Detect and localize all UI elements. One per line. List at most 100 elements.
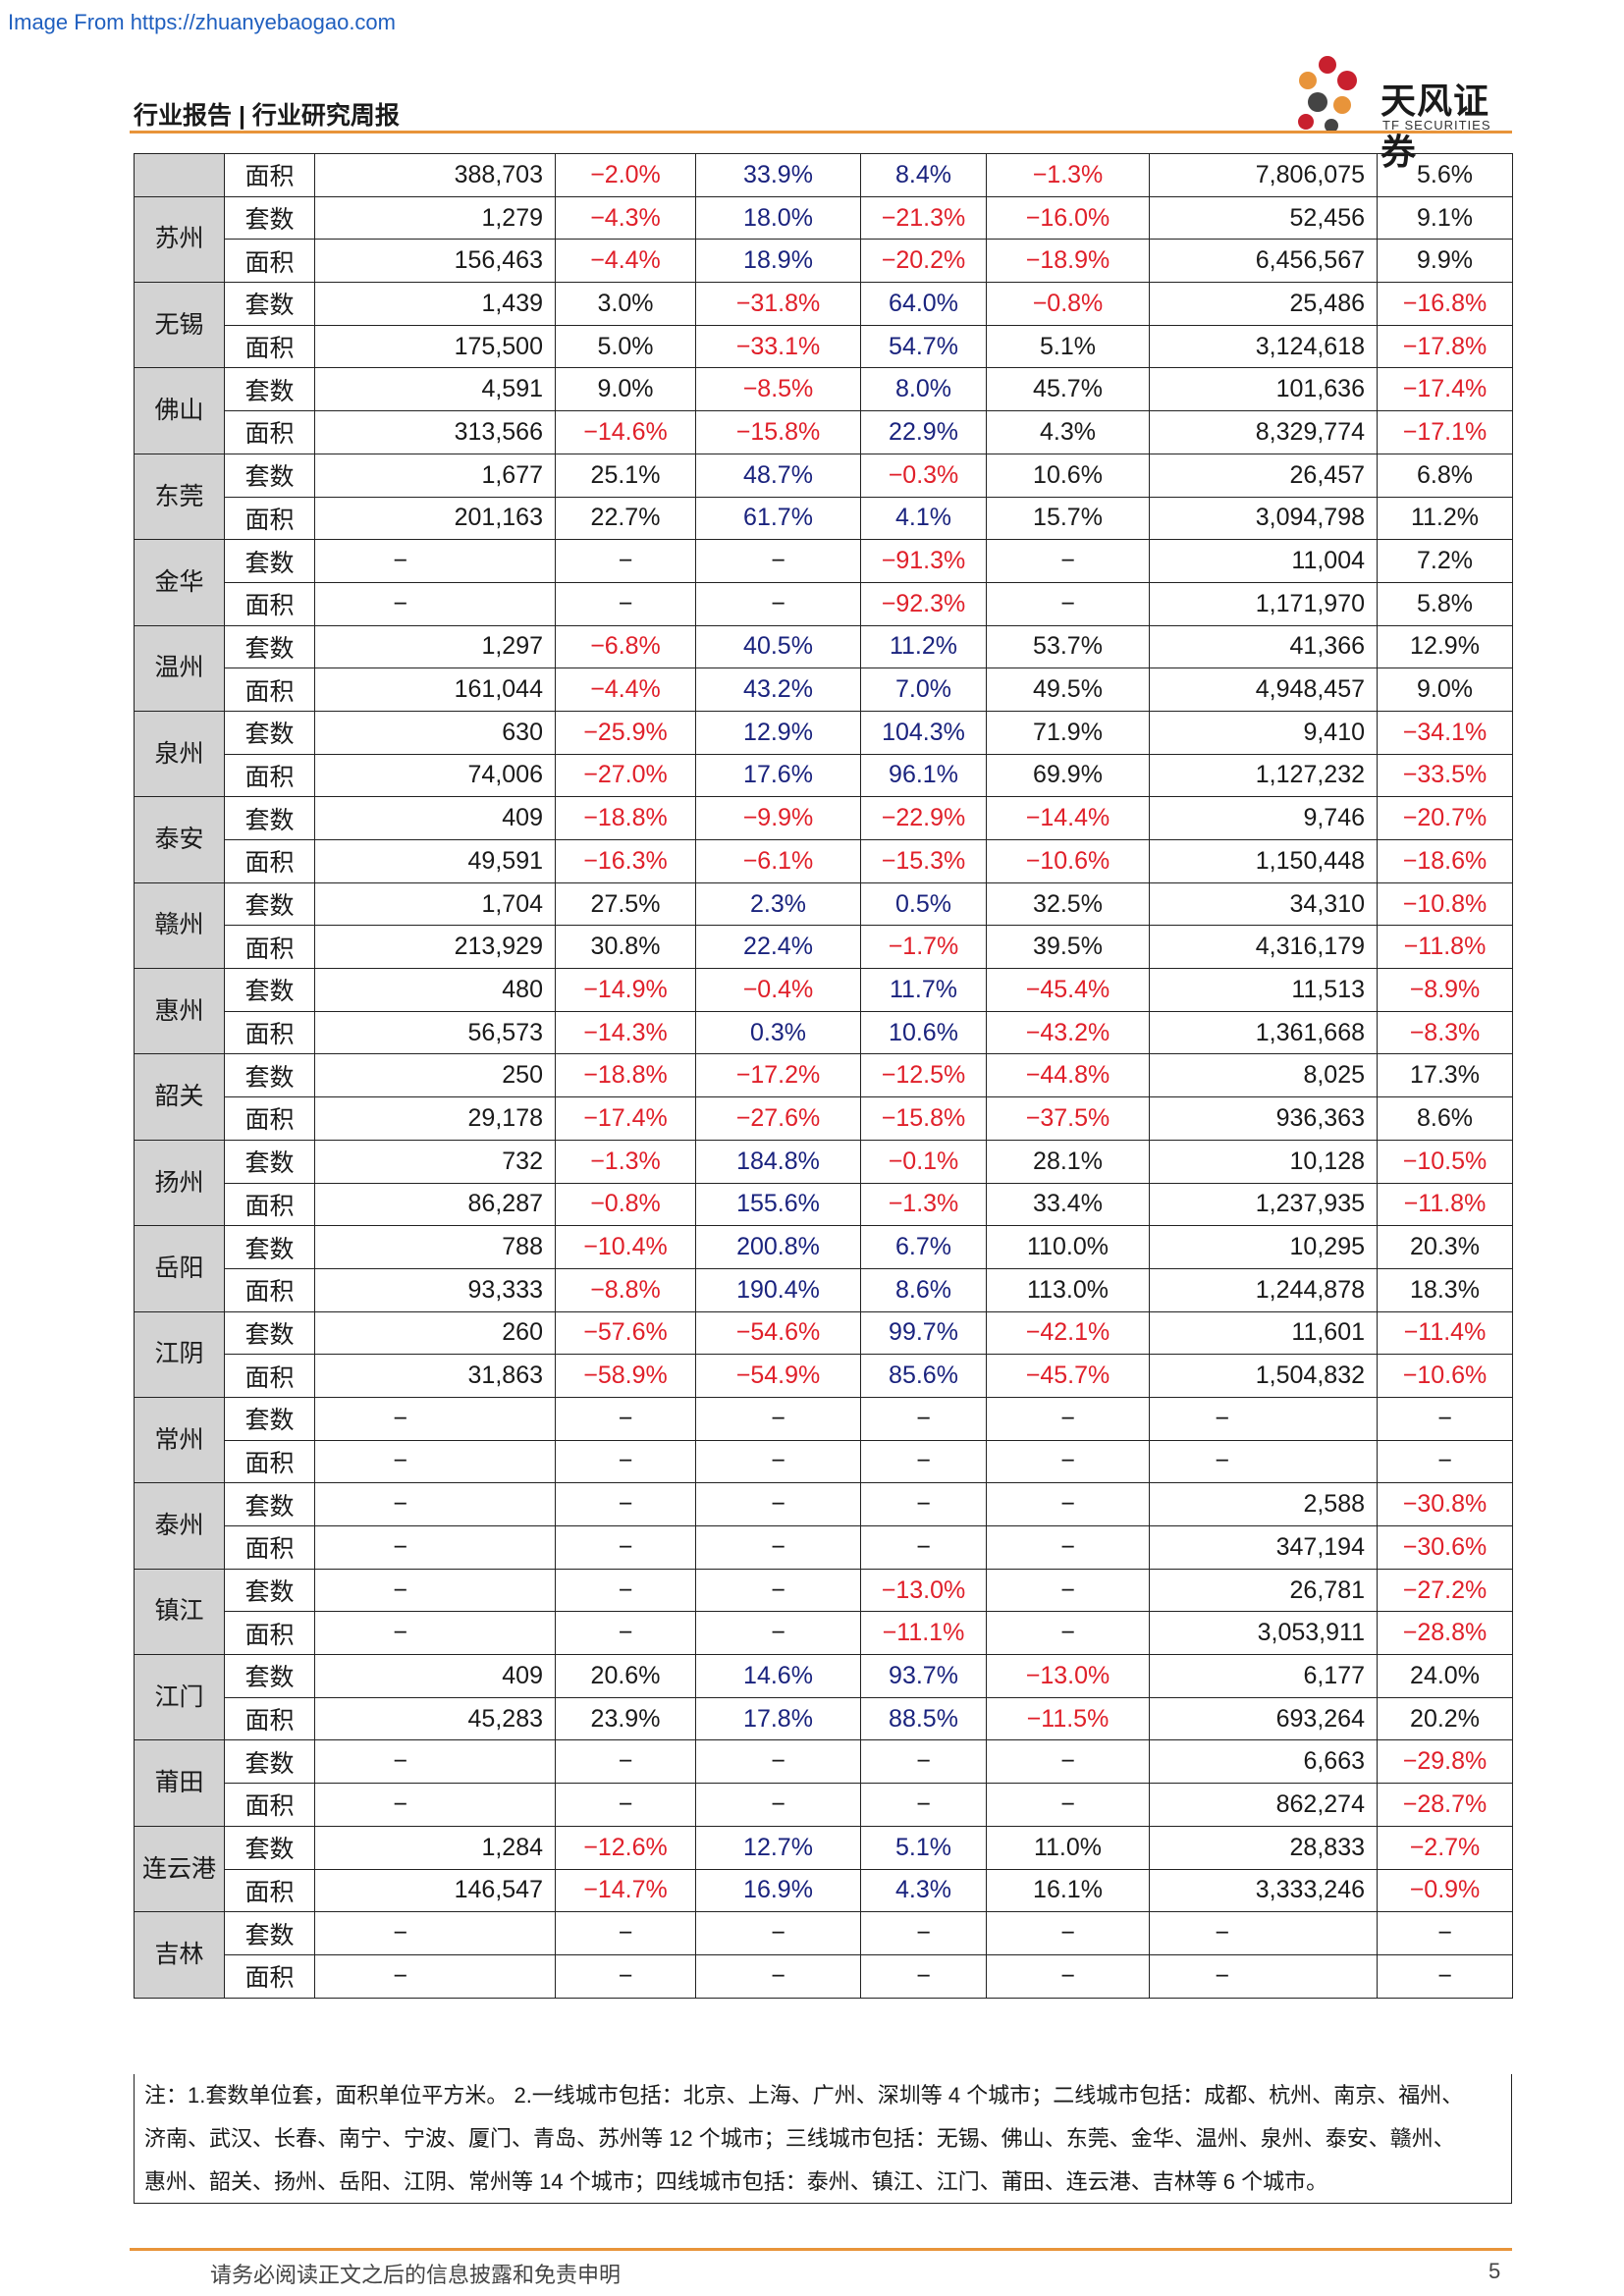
value-cell: 6,663 [1149, 1739, 1378, 1785]
metric-cell: 套数 [224, 1053, 315, 1098]
value-cell: −17.4% [1377, 367, 1513, 412]
value-cell: − [1149, 1953, 1378, 1999]
value-cell: −11.8% [1377, 1182, 1513, 1227]
value-cell: 862,274 [1149, 1783, 1378, 1827]
value-cell: −18.9% [986, 239, 1150, 284]
value-cell: 23.9% [555, 1696, 696, 1741]
city-cell: 金华 [134, 539, 225, 626]
value-cell: 12.7% [695, 1825, 861, 1870]
value-cell: 9,746 [1149, 796, 1378, 840]
value-cell: −14.9% [555, 968, 696, 1012]
value-cell: − [314, 539, 556, 583]
value-cell: 17.3% [1377, 1053, 1513, 1098]
metric-cell: 套数 [224, 1139, 315, 1184]
metric-cell: 面积 [224, 1267, 315, 1312]
metric-cell: 面积 [224, 753, 315, 798]
city-cell: 吉林 [134, 1911, 225, 1999]
table-row: 面积 49,591 −16.3% −6.1% −15.3% −10.6% 1,150,448… [135, 839, 1513, 883]
value-cell: −17.8% [1377, 324, 1513, 369]
value-cell: 200.8% [695, 1225, 861, 1269]
table-row: 莆田 套数 − − − − −6,663 −29.8% [134, 1739, 1513, 1827]
value-cell: 20.3% [1377, 1225, 1513, 1269]
metric-cell: 套数 [224, 710, 315, 755]
value-cell: 110.0% [986, 1225, 1150, 1269]
value-cell: 4.3% [860, 1868, 987, 1913]
value-cell: −2.0% [555, 153, 696, 197]
value-cell: − [986, 539, 1150, 583]
value-cell: 43.2% [695, 667, 861, 712]
value-cell: 52,456 [1149, 195, 1378, 240]
value-cell: 1,284 [314, 1825, 556, 1870]
value-cell: 8.0% [860, 367, 987, 412]
value-cell: −33.5% [1377, 753, 1513, 798]
table-row: 面积 − − − − −347,194 −30.6% [135, 1525, 1513, 1570]
table-row: 金华 套数 − − − −91.3% −11,004 7.2% [134, 539, 1513, 626]
metric-cell: 面积 [224, 410, 315, 454]
value-cell: − [555, 581, 696, 626]
metric-cell: 套数 [224, 1825, 315, 1870]
metric-cell: 面积 [224, 324, 315, 369]
table-row: 韶关 套数 250 −18.8% −17.2% −12.5% −44.8% 8,025 17.3… [134, 1053, 1513, 1141]
value-cell: 146,547 [314, 1868, 556, 1913]
value-cell: −16.8% [1377, 282, 1513, 326]
value-cell: − [314, 1953, 556, 1999]
table-row: 江阴 套数 260 −57.6% −54.6% 99.7% −42.1% 11,601 −11.… [134, 1310, 1513, 1398]
metric-cell: 面积 [224, 1525, 315, 1570]
value-cell: −1.7% [860, 925, 987, 970]
value-cell: −45.4% [986, 968, 1150, 1012]
metric-cell: 面积 [224, 839, 315, 883]
city-cell: 佛山 [134, 367, 225, 454]
metric-cell: 面积 [224, 1868, 315, 1913]
value-cell: 1,677 [314, 453, 556, 498]
value-cell: −17.2% [695, 1053, 861, 1098]
table-row: 面积 388,703 −2.0% 33.9% 8.4% −1.3% 7,806,075 5.6… [134, 153, 1513, 197]
value-cell: − [1377, 1396, 1513, 1441]
value-cell: 184.8% [695, 1139, 861, 1184]
value-cell: 9.0% [555, 367, 696, 412]
value-cell: 3,124,618 [1149, 324, 1378, 369]
value-cell: 693,264 [1149, 1696, 1378, 1741]
value-cell: − [555, 1783, 696, 1827]
value-cell: 17.6% [695, 753, 861, 798]
value-cell: 96.1% [860, 753, 987, 798]
metric-cell: 面积 [224, 1953, 315, 1999]
value-cell: − [314, 1482, 556, 1526]
value-cell: 41,366 [1149, 624, 1378, 669]
value-cell: −18.8% [555, 1053, 696, 1098]
value-cell: − [695, 539, 861, 583]
value-cell: −4.3% [555, 195, 696, 240]
value-cell: − [555, 1911, 696, 1955]
value-cell: 26,781 [1149, 1568, 1378, 1613]
table-row: 岳阳 套数 788 −10.4% 200.8% 6.7% 110.0% 10,295 20.3% [134, 1225, 1513, 1312]
value-cell: 17.8% [695, 1696, 861, 1741]
value-cell: 8.4% [860, 153, 987, 197]
table-row: 面积 175,500 5.0% −33.1% 54.7% 5.1% 3,124,618 −17… [135, 324, 1513, 369]
value-cell: −2.7% [1377, 1825, 1513, 1870]
value-cell: − [860, 1911, 987, 1955]
value-cell: −11.5% [986, 1696, 1150, 1741]
metric-cell: 面积 [224, 1096, 315, 1141]
metric-cell: 套数 [224, 796, 315, 840]
value-cell: 0.3% [695, 1010, 861, 1055]
value-cell: 28.1% [986, 1139, 1150, 1184]
value-cell: 69.9% [986, 753, 1150, 798]
value-cell: − [986, 1953, 1150, 1999]
value-cell: 9.1% [1377, 195, 1513, 240]
value-cell: −0.3% [860, 453, 987, 498]
value-cell: − [695, 1439, 861, 1484]
table-row: 面积 201,163 22.7% 61.7% 4.1% 15.7% 3,094,798 11.… [135, 496, 1513, 541]
table-row: 泉州 套数 630 −25.9% 12.9% 104.3% 71.9% 9,410 −34.1% [134, 710, 1513, 798]
table-row: 面积 − − − −92.3% −1,171,970 5.8% [135, 581, 1513, 626]
metric-cell: 面积 [224, 496, 315, 541]
value-cell: −92.3% [860, 581, 987, 626]
value-cell: 32.5% [986, 881, 1150, 927]
value-cell: −34.1% [1377, 710, 1513, 755]
value-cell: −30.8% [1377, 1482, 1513, 1526]
value-cell: 8,329,774 [1149, 410, 1378, 454]
value-cell: 201,163 [314, 496, 556, 541]
value-cell: −10.8% [1377, 881, 1513, 927]
value-cell: 88.5% [860, 1696, 987, 1741]
value-cell: − [1377, 1439, 1513, 1484]
value-cell: −0.8% [986, 282, 1150, 326]
value-cell: −1.3% [860, 1182, 987, 1227]
